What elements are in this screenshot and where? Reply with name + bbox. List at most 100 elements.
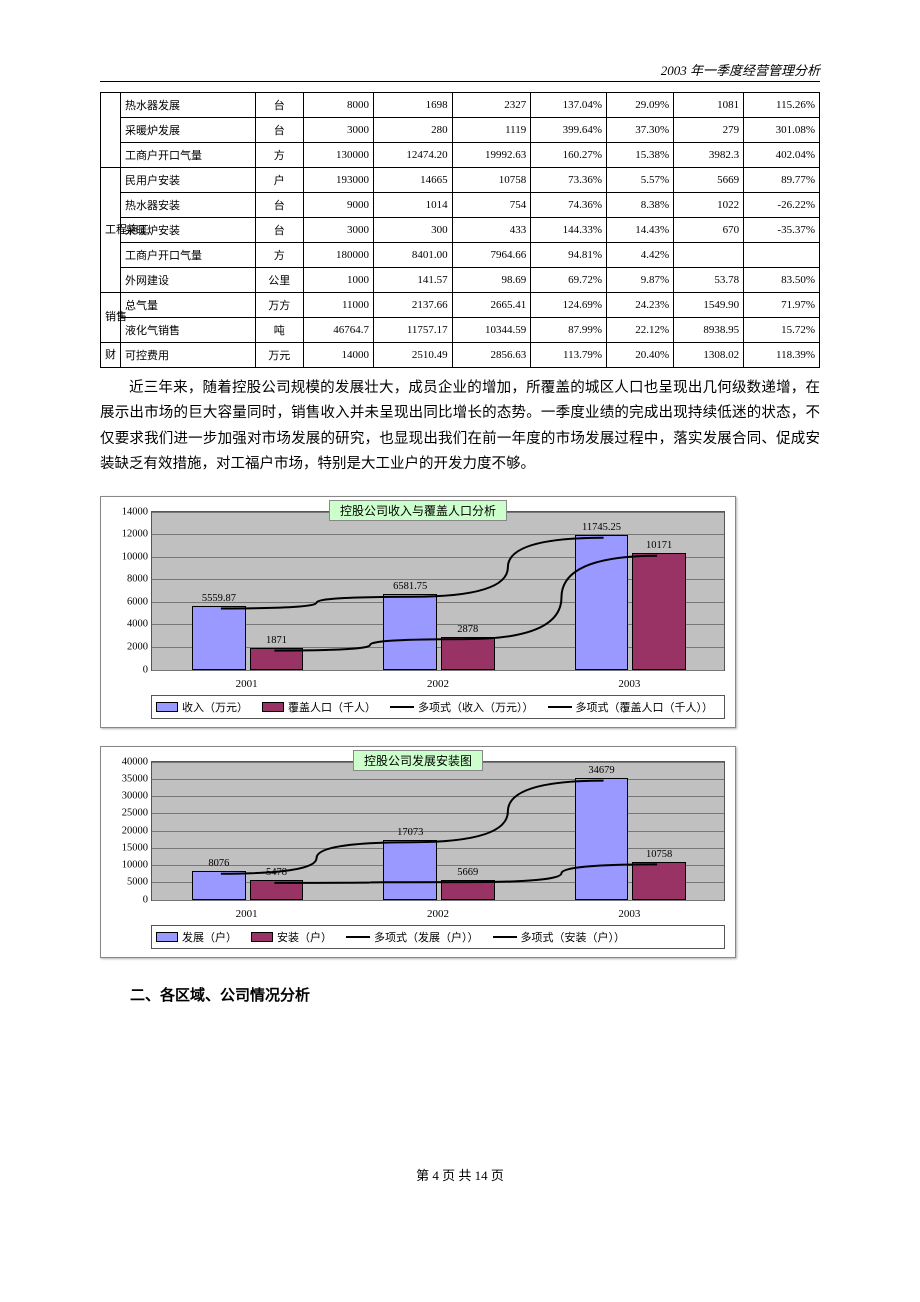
table-row: 外网建设公里1000141.5798.6969.72%9.87%53.7883.… [101, 268, 820, 293]
table-cell [744, 243, 820, 268]
table-cell: 37.30% [607, 118, 674, 143]
legend-label: 多项式（收入（万元）） [418, 699, 534, 715]
table-cell: 193000 [304, 168, 374, 193]
table-row: 工商户开口气量方1800008401.007964.6694.81%4.42% [101, 243, 820, 268]
table-cell: 4.42% [607, 243, 674, 268]
legend-swatch-blue [156, 702, 178, 712]
table-cell: 1000 [304, 268, 374, 293]
table-cell: -26.22% [744, 193, 820, 218]
chart2-legend: 发展（户） 安装（户） 多项式（发展（户）） 多项式（安装（户）） [151, 925, 725, 949]
table-cell: 万方 [255, 293, 304, 318]
x-category: 2001 [151, 678, 342, 690]
table-cell: 2137.66 [374, 293, 453, 318]
table-cell: 采暖炉安装 [121, 218, 256, 243]
table-cell: 29.09% [607, 93, 674, 118]
table-cell: 3000 [304, 118, 374, 143]
table-cell [674, 243, 744, 268]
x-category: 2002 [342, 908, 533, 920]
table-cell: 3000 [304, 218, 374, 243]
table-cell: 外网建设 [121, 268, 256, 293]
table-cell: 670 [674, 218, 744, 243]
legend-label: 多项式（安装（户）） [521, 929, 626, 945]
table-cell: 1014 [374, 193, 453, 218]
row-category: 销售 [101, 293, 121, 343]
table-cell: 22.12% [607, 318, 674, 343]
table-cell: 5.57% [607, 168, 674, 193]
page-header: 2003 年一季度经营管理分析 [100, 60, 820, 82]
table-cell: 1698 [374, 93, 453, 118]
table-cell: 15.72% [744, 318, 820, 343]
table-row: 销售总气量万方110002137.662665.41124.69%24.23%1… [101, 293, 820, 318]
table-row: 液化气销售吨46764.711757.1710344.5987.99%22.12… [101, 318, 820, 343]
table-cell: 19992.63 [452, 143, 531, 168]
page-footer: 第 4 页 共 14 页 [100, 1165, 820, 1184]
table-cell: 2327 [452, 93, 531, 118]
table-cell: 14000 [304, 343, 374, 368]
table-cell: 46764.7 [304, 318, 374, 343]
legend-label: 多项式（发展（户）） [374, 929, 479, 945]
table-cell: 采暖炉发展 [121, 118, 256, 143]
section-2-heading: 二、各区域、公司情况分析 [100, 984, 820, 1005]
table-cell: 工商户开口气量 [121, 243, 256, 268]
table-cell: 1119 [452, 118, 531, 143]
table-cell: 8.38% [607, 193, 674, 218]
legend-label: 覆盖人口（千人） [288, 699, 376, 715]
chart-develop-install: 控股公司发展安装图 050001000015000200002500030000… [100, 746, 736, 958]
table-cell: 754 [452, 193, 531, 218]
table-cell: 吨 [255, 318, 304, 343]
table-cell: 2856.63 [452, 343, 531, 368]
summary-table: 热水器发展台800016982327137.04%29.09%1081115.2… [100, 92, 820, 368]
table-cell: 可控费用 [121, 343, 256, 368]
table-cell: 3982.3 [674, 143, 744, 168]
table-cell: 144.33% [531, 218, 607, 243]
table-cell: 141.57 [374, 268, 453, 293]
table-cell: 24.23% [607, 293, 674, 318]
chart1-legend: 收入（万元） 覆盖人口（千人） 多项式（收入（万元）） 多项式（覆盖人口（千人）… [151, 695, 725, 719]
table-cell: 台 [255, 218, 304, 243]
table-cell: 热水器安装 [121, 193, 256, 218]
table-cell: 14.43% [607, 218, 674, 243]
table-cell: 1549.90 [674, 293, 744, 318]
table-cell: 433 [452, 218, 531, 243]
table-cell: 总气量 [121, 293, 256, 318]
table-cell: 台 [255, 118, 304, 143]
table-cell: 74.36% [531, 193, 607, 218]
table-row: 热水器发展台800016982327137.04%29.09%1081115.2… [101, 93, 820, 118]
table-cell: 11757.17 [374, 318, 453, 343]
table-cell: 87.99% [531, 318, 607, 343]
table-cell: 9000 [304, 193, 374, 218]
table-cell: 73.36% [531, 168, 607, 193]
table-row: 工程施工民用户安装户193000146651075873.36%5.57%566… [101, 168, 820, 193]
row-category: 工程施工 [101, 168, 121, 293]
legend-line-icon [390, 706, 414, 708]
table-cell: 94.81% [531, 243, 607, 268]
table-cell: 12474.20 [374, 143, 453, 168]
row-category [101, 93, 121, 168]
table-cell: 15.38% [607, 143, 674, 168]
legend-line-icon [493, 936, 517, 938]
table-cell: 399.64% [531, 118, 607, 143]
table-cell: 7964.66 [452, 243, 531, 268]
table-cell: 280 [374, 118, 453, 143]
table-cell: -35.37% [744, 218, 820, 243]
chart2-title: 控股公司发展安装图 [353, 750, 483, 771]
table-cell: 20.40% [607, 343, 674, 368]
table-cell: 户 [255, 168, 304, 193]
table-cell: 5669 [674, 168, 744, 193]
table-cell: 118.39% [744, 343, 820, 368]
table-cell: 124.69% [531, 293, 607, 318]
table-cell: 1308.02 [674, 343, 744, 368]
table-cell: 10758 [452, 168, 531, 193]
legend-label: 发展（户） [182, 929, 237, 945]
table-cell: 9.87% [607, 268, 674, 293]
table-row: 工商户开口气量方13000012474.2019992.63160.27%15.… [101, 143, 820, 168]
table-cell: 402.04% [744, 143, 820, 168]
legend-label: 多项式（覆盖人口（千人）） [576, 699, 714, 715]
table-cell: 98.69 [452, 268, 531, 293]
table-cell: 台 [255, 193, 304, 218]
legend-line-icon [346, 936, 370, 938]
table-cell: 83.50% [744, 268, 820, 293]
row-category: 财 [101, 343, 121, 368]
legend-line-icon [548, 706, 572, 708]
table-row: 采暖炉发展台30002801119399.64%37.30%279301.08% [101, 118, 820, 143]
